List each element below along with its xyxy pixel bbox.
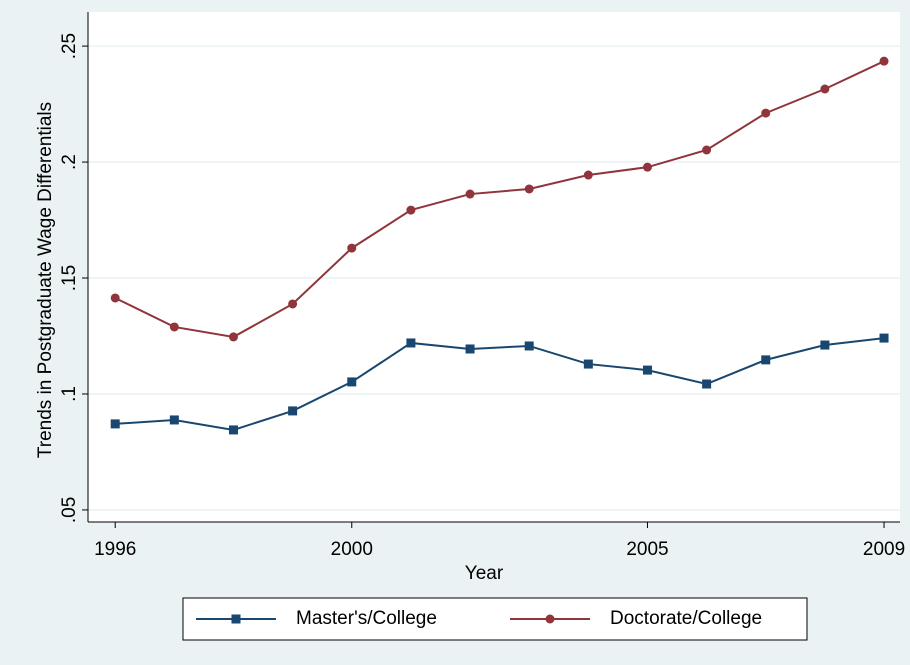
- marker: [169, 415, 179, 425]
- x-tick-label: 1996: [94, 539, 136, 560]
- legend-box: [182, 597, 808, 641]
- marker: [347, 377, 357, 387]
- x-tick-label: 2005: [626, 539, 668, 560]
- marker: [545, 614, 555, 624]
- marker: [169, 322, 179, 332]
- marker: [820, 340, 830, 350]
- marker: [288, 299, 298, 309]
- marker: [642, 162, 652, 172]
- marker: [288, 406, 298, 416]
- legend-label: Doctorate/College: [610, 608, 762, 629]
- y-tick-label: .15: [59, 265, 80, 291]
- marker: [465, 189, 475, 199]
- x-tick-label: 2000: [331, 539, 373, 560]
- marker: [761, 108, 771, 118]
- y-tick-label: .05: [59, 497, 80, 523]
- marker: [642, 365, 652, 375]
- marker: [583, 359, 593, 369]
- marker: [347, 243, 357, 253]
- marker: [110, 293, 120, 303]
- plot-area: [88, 12, 900, 522]
- marker: [465, 344, 475, 354]
- marker: [231, 614, 241, 624]
- marker: [879, 333, 889, 343]
- x-tick-label: 2009: [863, 539, 905, 560]
- y-tick-label: .25: [59, 33, 80, 59]
- marker: [406, 205, 416, 215]
- marker: [228, 425, 238, 435]
- series-line: [115, 337, 885, 431]
- marker: [879, 56, 889, 66]
- x-axis-title: Year: [465, 563, 504, 584]
- marker: [761, 355, 771, 365]
- legend-label: Master's/College: [296, 608, 437, 629]
- y-tick-label: .1: [59, 386, 80, 402]
- y-tick-label: .2: [59, 154, 80, 170]
- marker: [820, 84, 830, 94]
- marker: [524, 341, 534, 351]
- y-axis-title: Trends in Postgraduate Wage Differential…: [35, 102, 56, 458]
- marker: [406, 338, 416, 348]
- marker: [583, 170, 593, 180]
- marker: [228, 332, 238, 342]
- marker: [702, 145, 712, 155]
- marker: [110, 419, 120, 429]
- series-line: [114, 60, 885, 338]
- marker: [524, 184, 534, 194]
- marker: [702, 379, 712, 389]
